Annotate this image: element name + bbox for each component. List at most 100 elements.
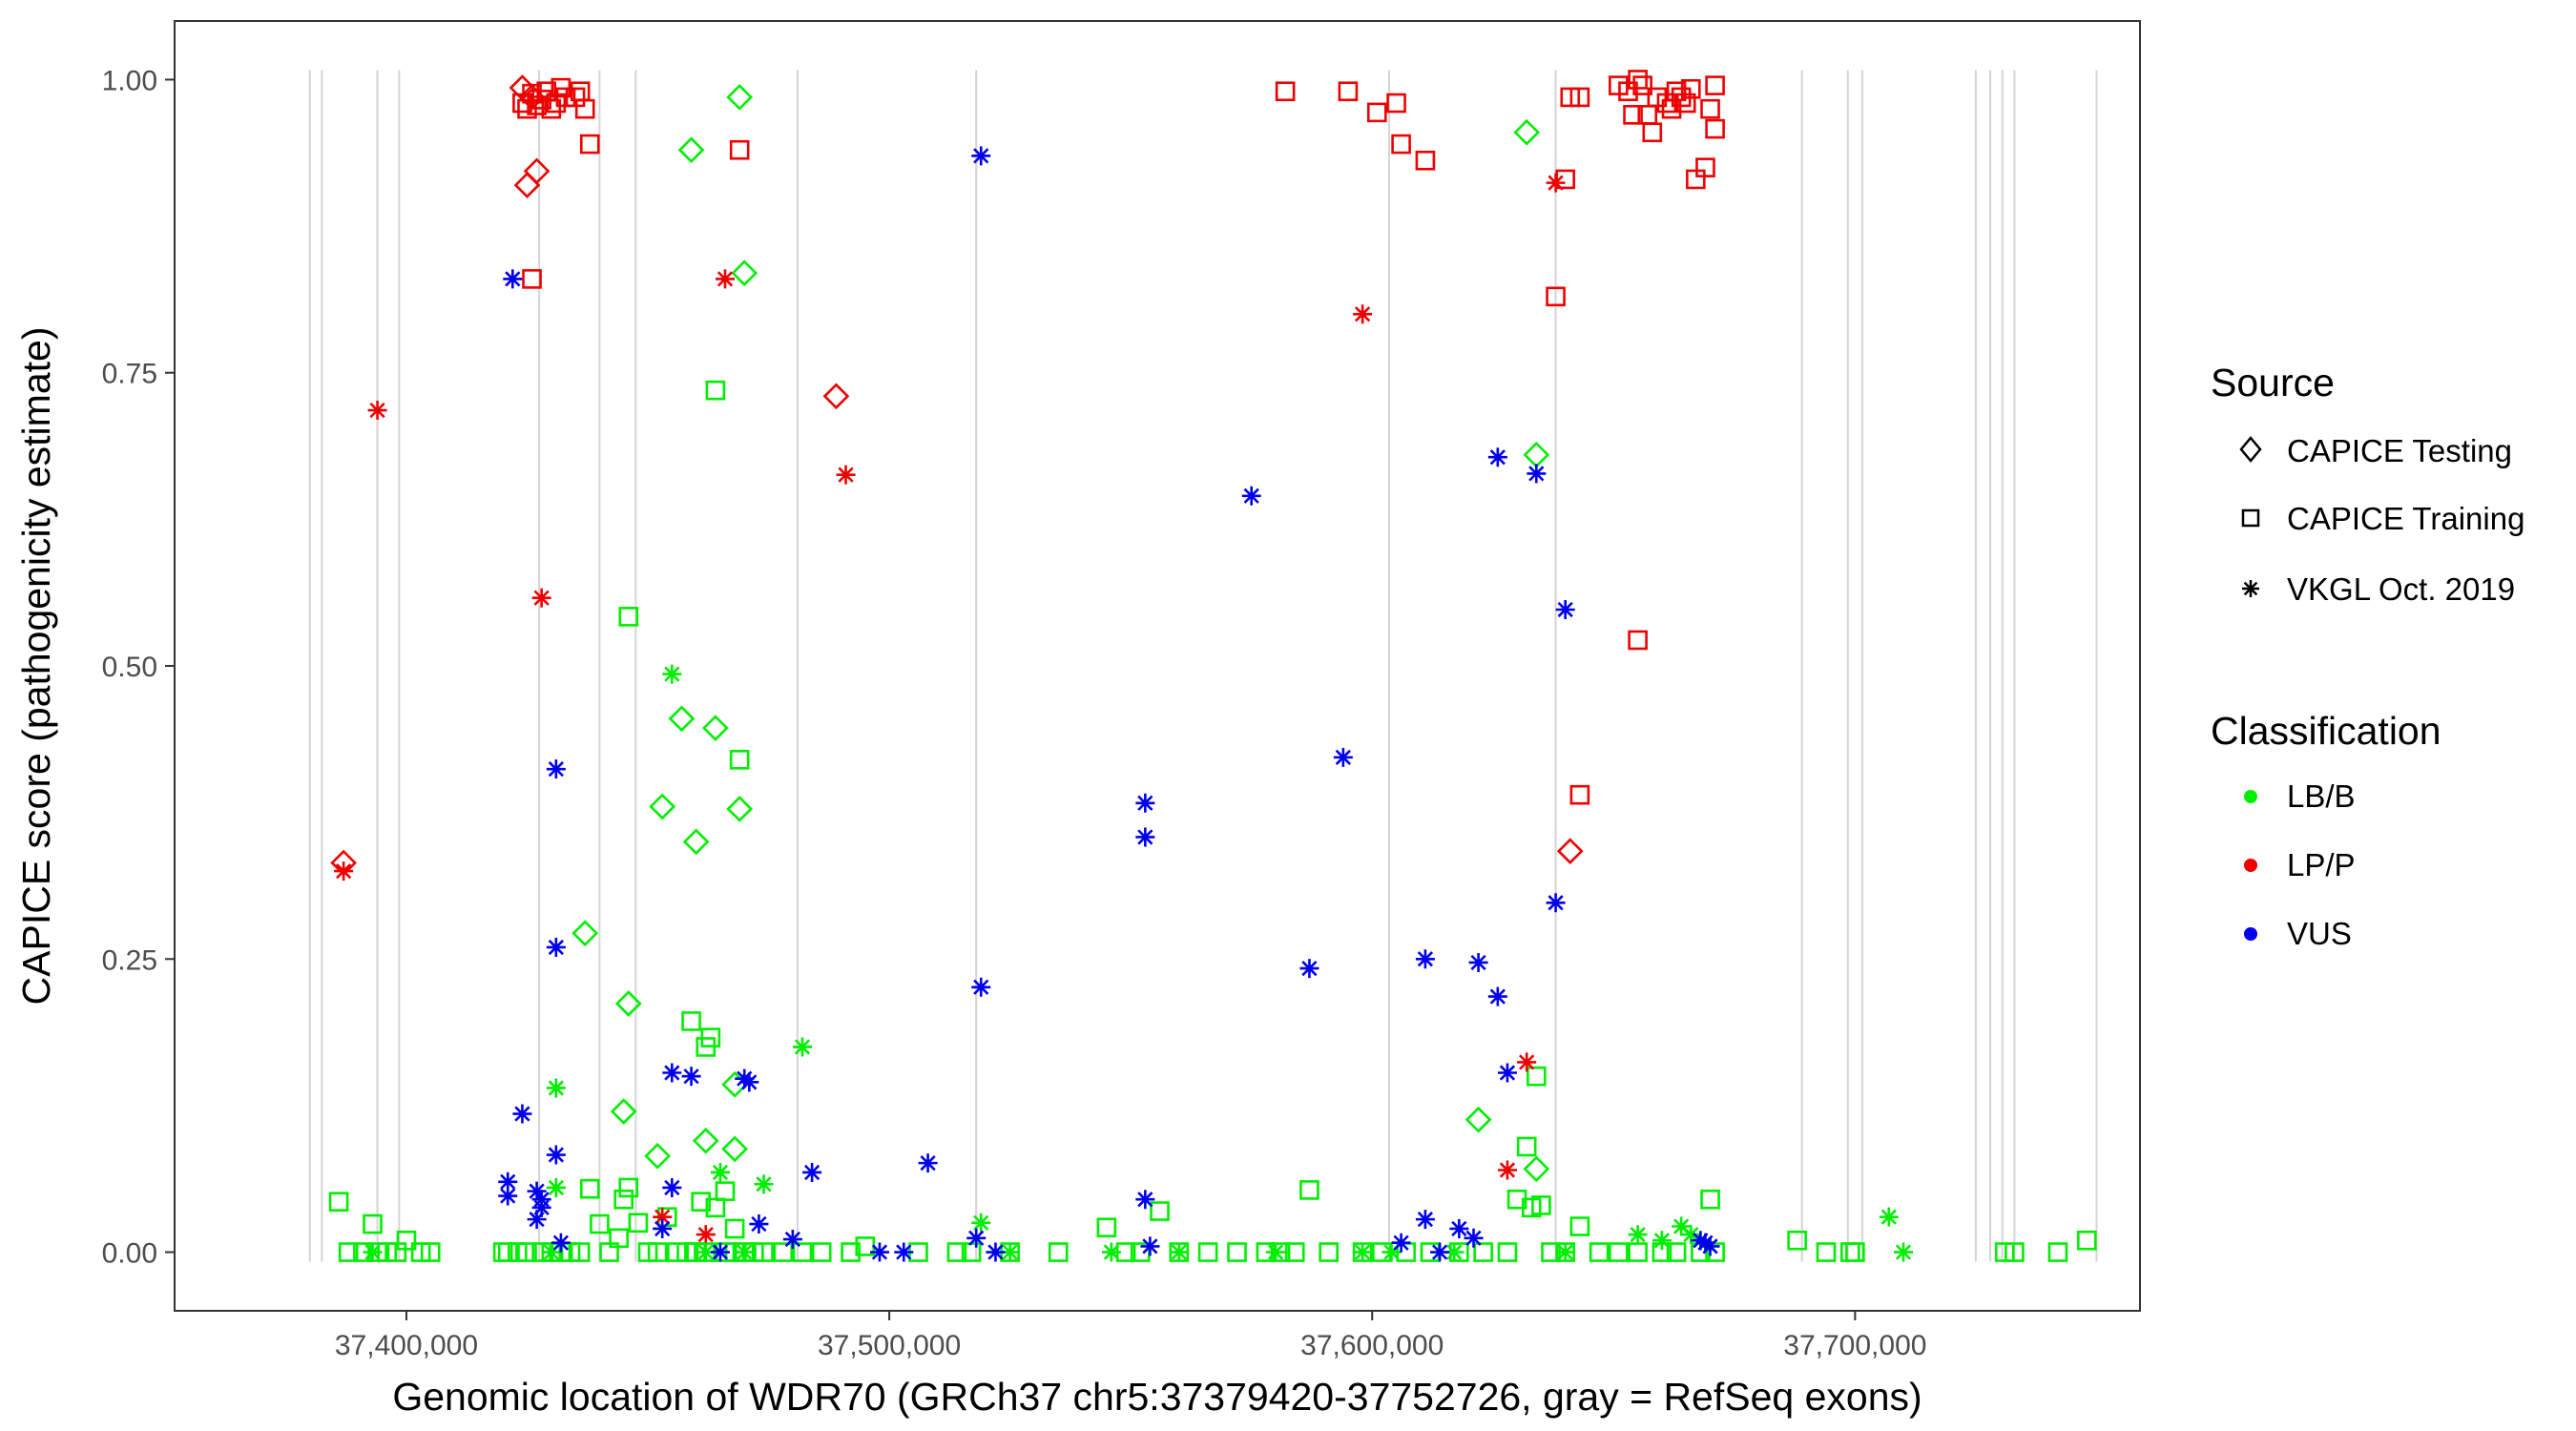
training-point xyxy=(1700,98,1720,119)
vkgl-point xyxy=(334,861,354,881)
vkgl-point xyxy=(551,1233,571,1253)
vkgl-point xyxy=(1681,1225,1701,1245)
training-point xyxy=(420,1242,441,1262)
training-point xyxy=(1628,1242,1648,1262)
vkgl-point xyxy=(1140,1236,1160,1256)
y-tick-label: 0.00 xyxy=(102,1238,157,1270)
vkgl-point xyxy=(1241,486,1261,506)
training-point xyxy=(1675,93,1696,114)
vkgl-point xyxy=(1879,1207,1899,1227)
training-point xyxy=(1150,1201,1170,1221)
x-tick-label: 37,600,000 xyxy=(1300,1330,1444,1361)
training-point xyxy=(946,1242,967,1262)
legend-dot-icon xyxy=(2244,927,2257,941)
training-point xyxy=(618,1177,639,1198)
training-point xyxy=(1695,157,1715,177)
training-point xyxy=(1680,78,1701,99)
axes: 37,400,000 37,500,000 37,600,000 37,700,000… xyxy=(102,65,1927,1361)
legend-label: LP/P xyxy=(2287,847,2356,882)
training-point xyxy=(517,1242,537,1262)
vkgl-point xyxy=(1893,1242,1913,1262)
training-point xyxy=(1569,87,1590,108)
training-point xyxy=(1705,118,1725,139)
training-point xyxy=(1642,122,1663,143)
training-point xyxy=(613,1189,634,1210)
training-point xyxy=(1319,1242,1339,1262)
testing-point xyxy=(1556,838,1584,865)
training-point xyxy=(1569,784,1590,805)
training-point xyxy=(1284,1242,1305,1262)
vkgl-point xyxy=(662,1063,682,1083)
training-point xyxy=(715,1181,736,1201)
training-point xyxy=(2005,1242,2025,1262)
vkgl-point xyxy=(869,1242,889,1262)
legend-label: CAPICE Training xyxy=(2287,501,2524,536)
vkgl-point xyxy=(1487,986,1507,1006)
vkgl-point xyxy=(782,1230,802,1250)
testing-point xyxy=(822,383,850,410)
legend-dot-icon xyxy=(2244,859,2257,872)
legend-label: LB/B xyxy=(2287,778,2356,814)
training-point xyxy=(773,1242,794,1262)
testing-point xyxy=(1465,1106,1492,1133)
legend-dot-icon xyxy=(2244,790,2257,803)
testing-point xyxy=(523,157,551,185)
training-point xyxy=(2047,1242,2068,1262)
legend-classification-title: Classification xyxy=(2211,709,2441,753)
training-point xyxy=(618,607,639,627)
testing-point xyxy=(610,1098,637,1125)
vkgl-point xyxy=(1628,1225,1648,1245)
training-point xyxy=(1787,1230,1807,1251)
legend-label: CAPICE Testing xyxy=(2287,433,2512,468)
training-point xyxy=(1386,93,1406,114)
vkgl-point xyxy=(971,977,991,997)
vkgl-point xyxy=(1415,949,1435,969)
training-point xyxy=(574,98,595,119)
plot-panel-border xyxy=(174,20,2141,1312)
vkgl-point xyxy=(1546,893,1566,913)
vkgl-point xyxy=(1652,1231,1672,1251)
vkgl-point xyxy=(735,1242,755,1262)
training-point xyxy=(1275,81,1296,102)
training-point xyxy=(1516,1136,1537,1157)
testing-point xyxy=(1523,1155,1550,1183)
data-points xyxy=(328,70,2097,1262)
vkgl-point xyxy=(1546,173,1566,193)
training-point xyxy=(1700,1189,1720,1210)
vkgl-point xyxy=(527,1181,547,1201)
vkgl-point xyxy=(739,1072,759,1092)
vkgl-point xyxy=(662,664,682,684)
testing-point xyxy=(1513,118,1541,146)
vkgl-point xyxy=(1391,1233,1411,1253)
legend-source-title: Source xyxy=(2211,361,2335,404)
training-point xyxy=(1527,1066,1547,1087)
vkgl-point xyxy=(363,1242,383,1262)
training-point xyxy=(363,1213,383,1234)
vkgl-point xyxy=(546,937,566,957)
vkgl-point xyxy=(653,1207,673,1227)
vkgl-point xyxy=(503,269,523,289)
vkgl-point xyxy=(541,1242,561,1262)
legend-square-icon xyxy=(2241,508,2260,528)
testing-point xyxy=(1523,441,1550,468)
vkgl-point xyxy=(512,1104,532,1124)
vkgl-point xyxy=(1464,1228,1484,1248)
vkgl-point xyxy=(1555,1242,1575,1262)
legend-item-capice-testing: CAPICE Testing xyxy=(2239,433,2512,468)
testing-point xyxy=(731,259,758,287)
training-point xyxy=(1366,102,1387,123)
training-point xyxy=(1546,286,1566,307)
testing-point xyxy=(668,705,696,733)
training-point xyxy=(579,1178,600,1199)
y-tick-label: 0.50 xyxy=(102,652,157,683)
x-tick-label: 37,400,000 xyxy=(335,1330,478,1361)
testing-point xyxy=(571,920,599,947)
testing-point xyxy=(721,1135,748,1163)
vkgl-point xyxy=(1517,1052,1537,1072)
training-point xyxy=(811,1242,832,1262)
legend-item-lpp: LP/P xyxy=(2244,847,2356,882)
vkgl-point xyxy=(1497,1160,1517,1180)
vkgl-point xyxy=(836,465,856,485)
vkgl-point xyxy=(966,1228,987,1248)
training-point xyxy=(1227,1242,1247,1262)
